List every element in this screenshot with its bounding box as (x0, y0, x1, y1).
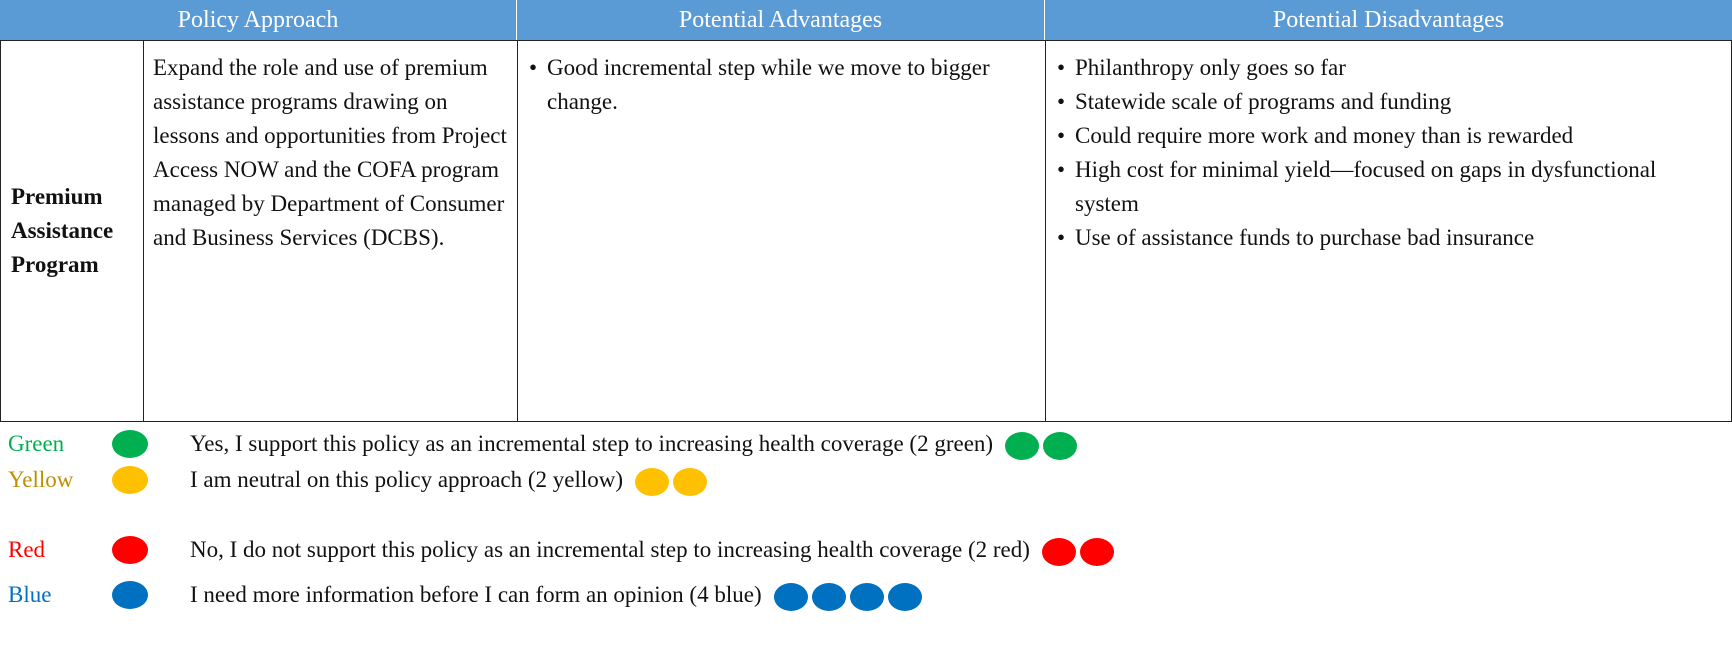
row-label: Premium Assistance Program (11, 184, 114, 277)
legend-description: I need more information before I can for… (190, 582, 762, 607)
legend-row: Red No, I do not support this policy as a… (0, 530, 1732, 570)
legend-text: I am neutral on this policy approach (2 … (190, 460, 708, 500)
legend-name: Red (8, 537, 46, 562)
vote-dots (770, 582, 922, 611)
vote-dot (1005, 431, 1040, 460)
legend-icon (112, 581, 148, 609)
header-cell: Policy Approach (0, 0, 517, 40)
disadvantages-list: Philanthropy only goes so farStatewide s… (1055, 51, 1721, 255)
legend-name: Yellow (8, 467, 74, 492)
header-cell: Potential Advantages (517, 0, 1045, 40)
legend-text: No, I do not support this policy as an i… (190, 530, 1114, 570)
vote-dot (849, 582, 884, 611)
legend-row: Blue I need more information before I can… (0, 575, 1732, 615)
legend-row: Green Yes, I support this policy as an in… (0, 424, 1732, 464)
legend-text: Yes, I support this policy as an increme… (190, 424, 1078, 464)
vote-dot (673, 467, 708, 496)
legend-name: Blue (8, 582, 52, 607)
advantage-item: Good incremental step while we move to b… (527, 51, 1035, 119)
vote-dot (1043, 431, 1078, 460)
vote-dots (1001, 431, 1078, 460)
legend-icon (112, 430, 148, 458)
legend-icon (112, 466, 148, 494)
legend-description: I am neutral on this policy approach (2 … (190, 467, 624, 492)
advantages-cell: Good incremental step while we move to b… (517, 40, 1046, 422)
legend-text: I need more information before I can for… (190, 575, 922, 615)
legend-description: Yes, I support this policy as an increme… (190, 431, 994, 456)
legend-description: No, I do not support this policy as an i… (190, 537, 1030, 562)
disadvantages-cell: Philanthropy only goes so farStatewide s… (1045, 40, 1732, 422)
legend-row: Yellow I am neutral on this policy approa… (0, 460, 1732, 500)
vote-dot (773, 582, 808, 611)
vote-dot (1041, 537, 1076, 566)
vote-dots (631, 467, 708, 496)
description: Expand the role and use of premium assis… (153, 55, 507, 250)
vote-dot (1079, 537, 1114, 566)
vote-dot (887, 582, 922, 611)
disadvantage-item: Philanthropy only goes so far (1055, 51, 1721, 85)
disadvantage-item: Statewide scale of programs and funding (1055, 85, 1721, 119)
row-label-cell: Premium Assistance Program (0, 40, 144, 422)
vote-dot (635, 467, 670, 496)
legend-name: Green (8, 431, 65, 456)
legend-icon (112, 536, 148, 564)
disadvantage-item: Use of assistance funds to purchase bad … (1055, 221, 1721, 255)
vote-dots (1038, 537, 1114, 566)
vote-dot (811, 582, 846, 611)
advantages-list: Good incremental step while we move to b… (527, 51, 1035, 119)
description-cell: Expand the role and use of premium assis… (143, 40, 518, 422)
header-cell: Potential Disadvantages (1045, 0, 1732, 40)
disadvantage-item: Could require more work and money than i… (1055, 119, 1721, 153)
disadvantage-item: High cost for minimal yield—focused on g… (1055, 153, 1721, 221)
